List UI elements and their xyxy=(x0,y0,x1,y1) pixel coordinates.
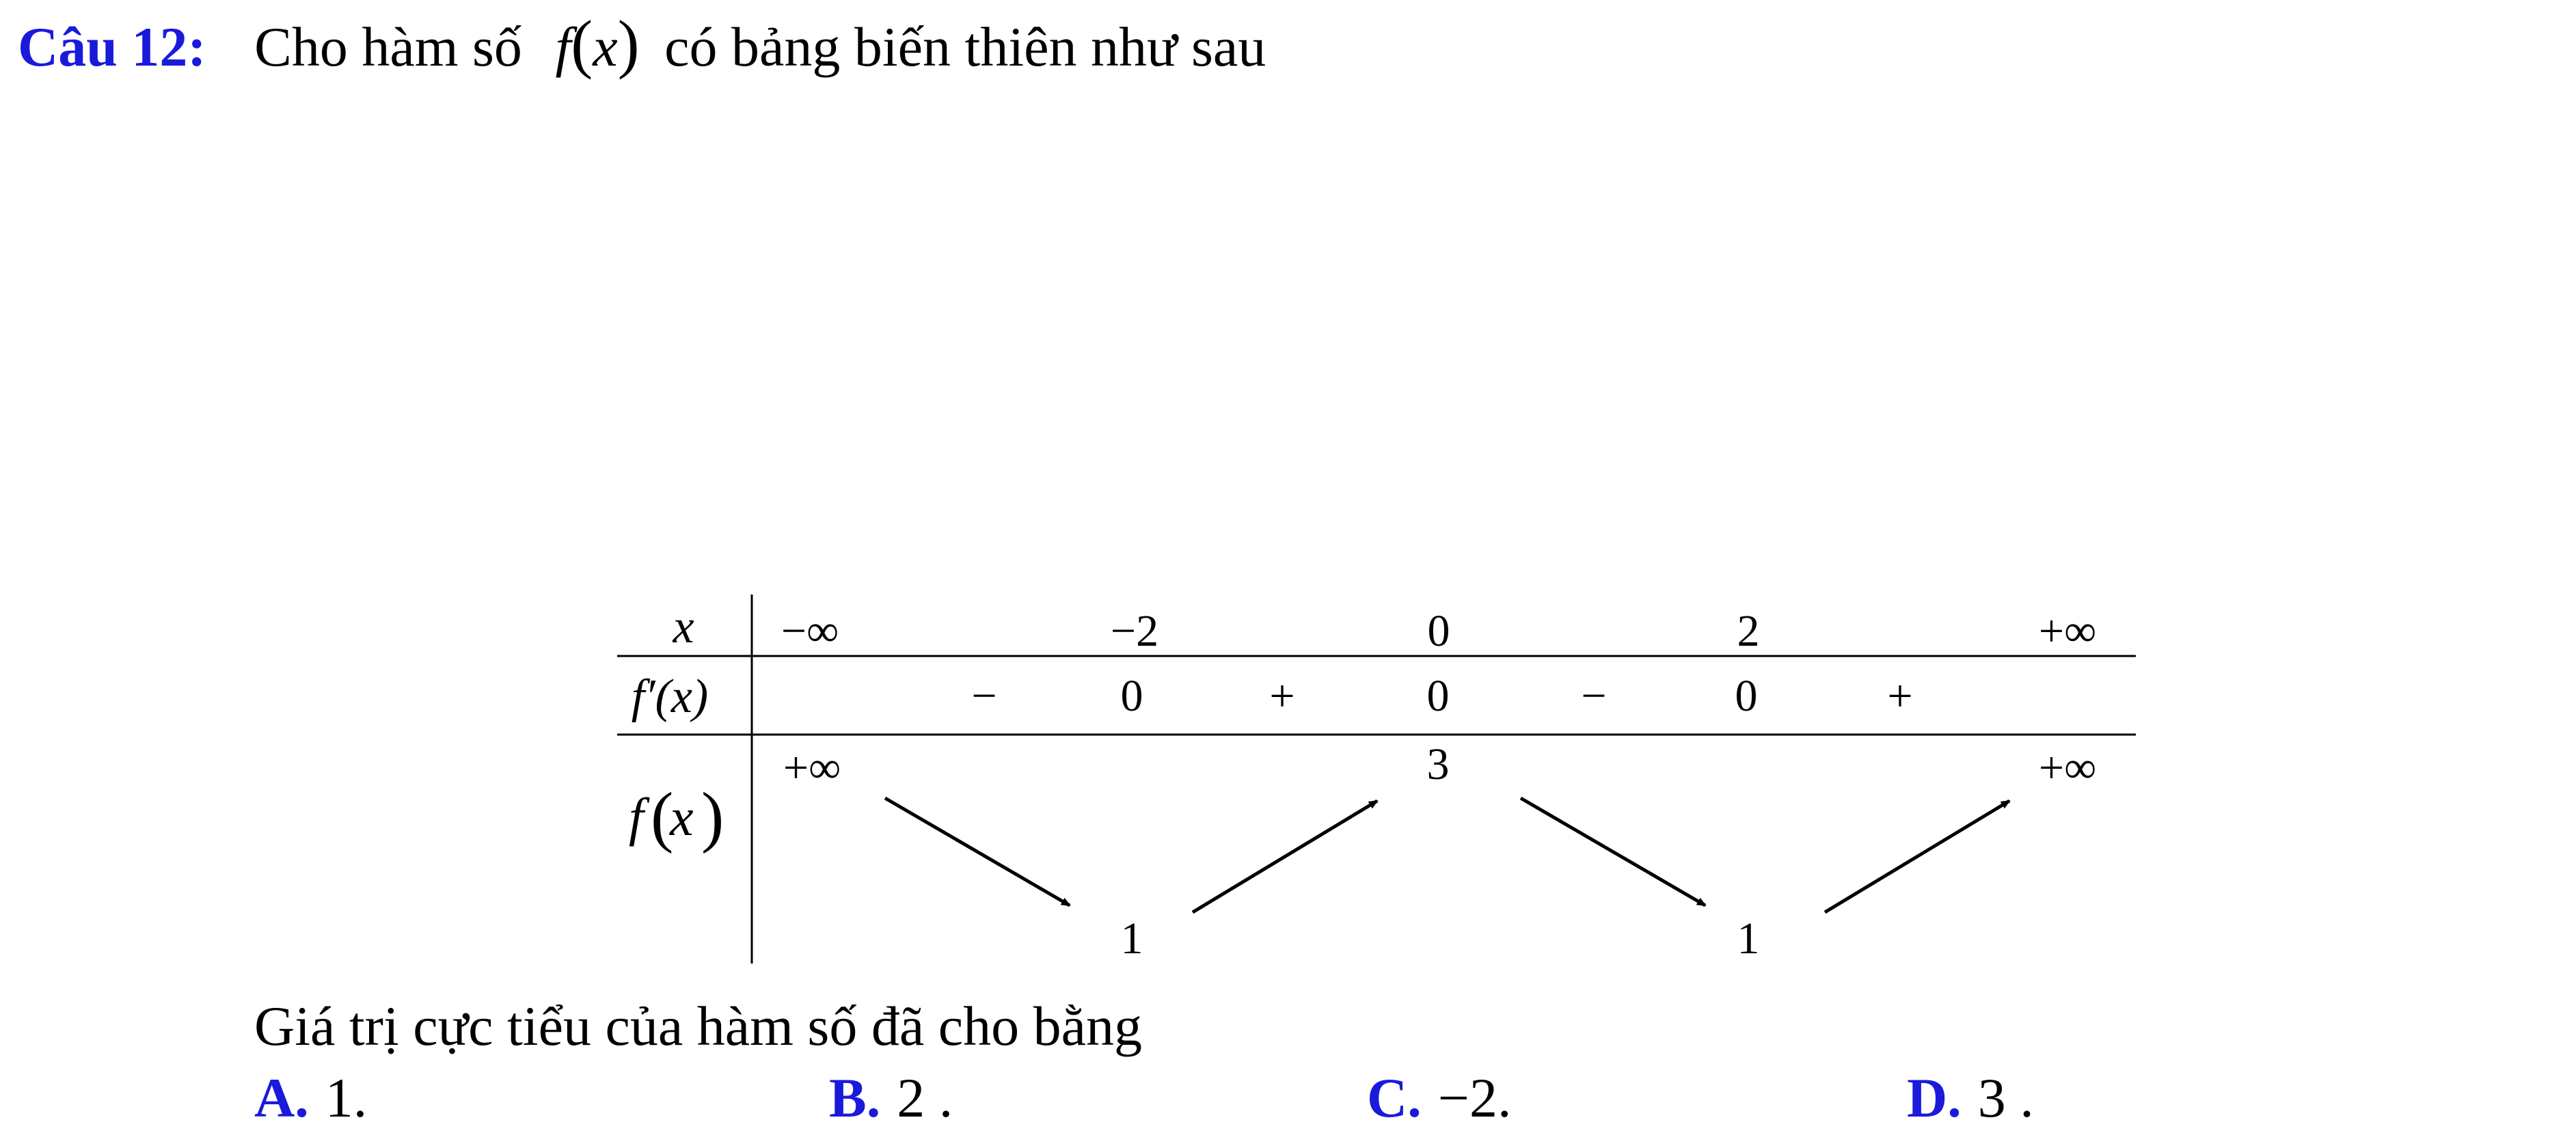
fprime-sign-1: − xyxy=(971,671,996,721)
f-value-min-1: 1 xyxy=(1121,914,1143,964)
x-value-2: 2 xyxy=(1737,606,1760,656)
row-label-x: x xyxy=(672,601,694,653)
option-c-value: −2. xyxy=(1437,1067,1512,1129)
fprime-zero-3: 0 xyxy=(1735,671,1758,721)
fprime-zero-2: 0 xyxy=(1427,671,1450,721)
row-label-f-paren-open: ( xyxy=(651,778,673,854)
option-d-value: 3 . xyxy=(1977,1067,2034,1129)
option-c-label: C. xyxy=(1367,1067,1422,1129)
option-a-label: A. xyxy=(254,1067,309,1129)
question-line: Câu 12: Cho hàm số f(x) có bảng biến thi… xyxy=(18,5,1266,81)
arrow-decreasing-2 xyxy=(1519,796,1707,907)
f-value-min-1-right: 1 xyxy=(1737,914,1760,964)
function-var: x xyxy=(593,16,618,78)
question-text-before: Cho hàm số xyxy=(254,16,522,78)
option-a[interactable]: A. 1. xyxy=(254,1066,367,1130)
option-b-label: B. xyxy=(829,1067,881,1129)
paren-close: ) xyxy=(617,7,640,80)
f-value-pos-inf-left: +∞ xyxy=(783,743,841,793)
fprime-sign-3: − xyxy=(1581,671,1606,721)
question-label: Câu 12: xyxy=(18,16,206,78)
fprime-sign-2: + xyxy=(1269,671,1294,721)
function-name: f xyxy=(555,16,571,78)
arrow-decreasing-1 xyxy=(884,796,1071,907)
paren-open: ( xyxy=(571,7,593,80)
x-value-neg-inf: −∞ xyxy=(781,606,839,656)
row-label-fprime: f′(x) xyxy=(632,670,708,723)
fprime-sign-4: + xyxy=(1887,671,1912,721)
row-label-f-name: f xyxy=(629,787,650,847)
question-statement: Giá trị cực tiểu của hàm số đã cho bằng xyxy=(254,995,1143,1057)
option-b[interactable]: B. 2 . xyxy=(829,1066,953,1130)
option-d[interactable]: D. 3 . xyxy=(1907,1066,2034,1130)
f-value-max-3: 3 xyxy=(1427,739,1450,789)
x-value-pos-inf: +∞ xyxy=(2039,606,2096,656)
option-c[interactable]: C. −2. xyxy=(1367,1066,1511,1130)
option-a-value: 1. xyxy=(325,1067,368,1129)
f-value-pos-inf-right: +∞ xyxy=(2039,743,2096,793)
x-value-0: 0 xyxy=(1428,606,1450,656)
fprime-zero-1: 0 xyxy=(1121,671,1143,721)
row-label-f-paren-close: ) xyxy=(701,778,724,854)
option-d-label: D. xyxy=(1907,1067,1962,1129)
question-text-after: có bảng biến thiên như sau xyxy=(664,16,1266,78)
arrow-increasing-2 xyxy=(1823,799,2011,914)
x-value-neg2: −2 xyxy=(1111,606,1158,656)
row-label-f: f ( x ) xyxy=(629,778,724,854)
option-b-value: 2 . xyxy=(897,1067,953,1129)
row-label-f-var: x xyxy=(669,787,694,847)
arrow-increasing-1 xyxy=(1191,799,1379,914)
